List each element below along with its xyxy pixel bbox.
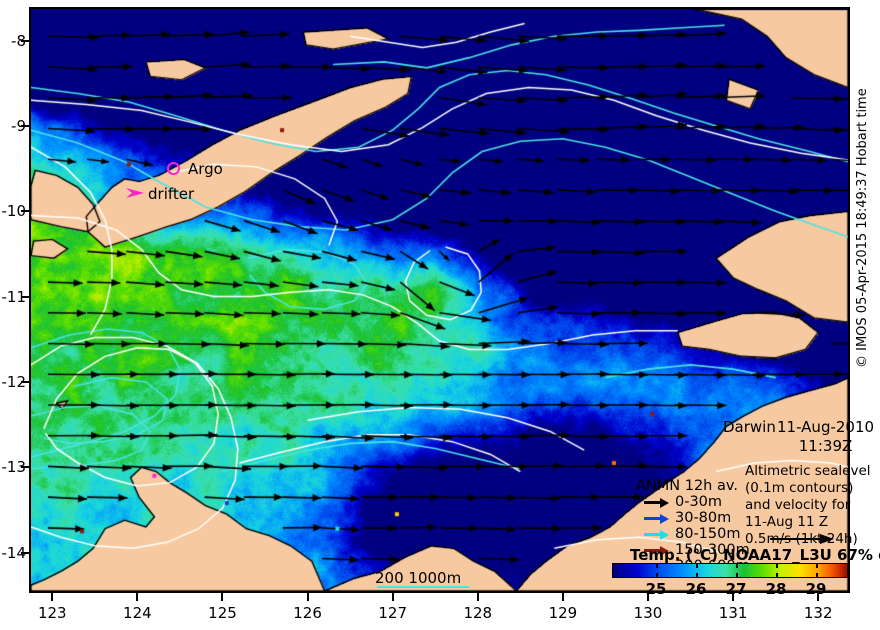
x-tick-132 bbox=[817, 593, 820, 601]
map-overlay-canvas bbox=[31, 9, 848, 591]
y-tick--12 bbox=[21, 380, 29, 383]
colorbar-tick-27 bbox=[736, 563, 738, 568]
x-tick-124 bbox=[136, 593, 139, 601]
y-tick-label--14: -14 bbox=[1, 543, 27, 562]
x-tick-125 bbox=[221, 593, 224, 601]
x-tick-label-126: 126 bbox=[293, 604, 322, 622]
map-plot-area[interactable] bbox=[29, 7, 850, 593]
colorbar-tick-29 bbox=[816, 573, 818, 578]
colorbar-tick-28 bbox=[776, 573, 778, 578]
copyright-text: © IMOS 05-Apr-2015 18:49:37 Hobart time bbox=[855, 88, 870, 368]
time-text: 11:39Z bbox=[798, 437, 853, 455]
arrow-icon-2 bbox=[644, 529, 670, 540]
colorbar-caption: Temp. (°C) NOAA17_L3U 67% ql>=4 bbox=[630, 546, 880, 564]
colorbar-tick-25 bbox=[656, 563, 658, 568]
anmn-legend-label-3: 150-300m bbox=[675, 542, 750, 558]
anmn-legend-header: ANMN 12h av. bbox=[636, 478, 738, 494]
x-tick-label-130: 130 bbox=[633, 604, 663, 622]
x-tick-label-123: 123 bbox=[37, 604, 67, 622]
altimetry-line-1: (0.1m contours) bbox=[745, 480, 854, 496]
altimetry-annotation: Altimetric sealevel (0.1m contours) and … bbox=[745, 463, 871, 548]
anmn-legend-item-0: 0-30m bbox=[644, 494, 750, 510]
colorbar-label-25: 25 bbox=[645, 580, 667, 598]
colorbar-label-28: 28 bbox=[765, 580, 787, 598]
x-tick-129 bbox=[561, 593, 564, 601]
altimetry-line-3: 11-Aug 11 Z bbox=[745, 514, 829, 530]
colorbar-tick-marks bbox=[612, 563, 848, 578]
x-tick-130 bbox=[647, 593, 649, 601]
altimetry-line-0: Altimetric sealevel bbox=[745, 463, 871, 479]
anmn-legend-item-2: 80-150m bbox=[644, 526, 750, 542]
y-tick-label--13: -13 bbox=[1, 458, 27, 477]
date-text: 11-Aug-2010 bbox=[777, 418, 875, 436]
x-tick-123 bbox=[51, 593, 54, 601]
y-tick-label--12: -12 bbox=[1, 372, 27, 391]
argo-marker-icon bbox=[167, 162, 180, 175]
bathymetry-scale-line bbox=[377, 586, 469, 588]
temperature-colorbar bbox=[612, 563, 848, 578]
x-tick-126 bbox=[306, 593, 309, 601]
x-tick-label-127: 127 bbox=[378, 604, 407, 622]
x-tick-label-132: 132 bbox=[803, 604, 833, 622]
x-tick-label-129: 129 bbox=[548, 604, 578, 622]
x-tick-label-124: 124 bbox=[123, 604, 152, 622]
colorbar-label-27: 27 bbox=[725, 580, 747, 598]
y-tick--13 bbox=[21, 466, 29, 469]
y-tick--9 bbox=[21, 124, 29, 127]
anmn-legend-item-3: 150-300m bbox=[644, 542, 750, 558]
x-tick-127 bbox=[391, 593, 394, 601]
y-tick--10 bbox=[21, 210, 29, 213]
colorbar-tick-25 bbox=[656, 573, 658, 578]
colorbar-label-26: 26 bbox=[685, 580, 707, 598]
arrow-icon-0 bbox=[644, 497, 670, 508]
x-tick-128 bbox=[476, 593, 479, 601]
y-tick-label--11: -11 bbox=[1, 287, 27, 306]
y-tick-label--8: -8 bbox=[11, 31, 26, 50]
anmn-legend-item-1: 30-80m bbox=[644, 510, 750, 526]
anmn-legend-label-1: 30-80m bbox=[675, 510, 732, 526]
y-tick-label--9: -9 bbox=[11, 116, 26, 135]
colorbar-tick-28 bbox=[776, 563, 778, 568]
colorbar-label-29: 29 bbox=[805, 580, 827, 598]
darwin-city-label: Darwin bbox=[723, 418, 776, 436]
colorbar-tick-26 bbox=[696, 563, 698, 568]
anmn-legend-label-0: 0-30m bbox=[675, 494, 723, 510]
y-tick--14 bbox=[21, 551, 29, 554]
drifter-marker-label: drifter bbox=[148, 185, 195, 203]
y-tick-label--10: -10 bbox=[1, 202, 27, 221]
arrow-icon-3 bbox=[644, 545, 670, 556]
bathymetry-scale-label: 200 1000m bbox=[375, 569, 462, 587]
anmn-legend-label-2: 80-150m bbox=[675, 526, 741, 542]
colorbar-tick-26 bbox=[696, 573, 698, 578]
x-tick-label-125: 125 bbox=[208, 604, 237, 622]
y-tick--8 bbox=[21, 39, 29, 42]
argo-marker-label: Argo bbox=[188, 160, 223, 178]
colorbar-tick-29 bbox=[816, 563, 818, 568]
x-tick-131 bbox=[732, 593, 735, 601]
x-tick-label-131: 131 bbox=[718, 604, 748, 622]
arrow-icon-1 bbox=[644, 513, 670, 524]
altimetry-line-2: and velocity for bbox=[745, 497, 851, 513]
x-tick-label-128: 128 bbox=[463, 604, 493, 622]
y-tick--11 bbox=[21, 295, 29, 298]
drifter-marker-icon bbox=[126, 188, 144, 198]
velocity-reference-arrow-icon bbox=[770, 533, 838, 545]
date-time-label: 11-Aug-2010 11:39Z bbox=[777, 418, 874, 456]
colorbar-tick-27 bbox=[736, 573, 738, 578]
